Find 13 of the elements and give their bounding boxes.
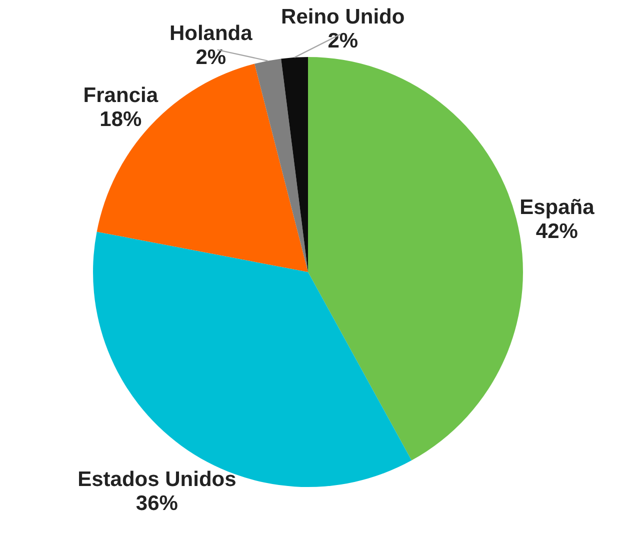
- slice-label: Francia: [83, 84, 158, 108]
- slice-label: España: [520, 196, 595, 220]
- data-label: 36%: [136, 492, 178, 515]
- pie-slice: [254, 58, 308, 272]
- slice-label: Reino Unido: [281, 5, 405, 28]
- pie-slice: [308, 57, 523, 460]
- slice-label: Holanda: [169, 22, 253, 46]
- data-label: 18%: [100, 108, 142, 132]
- slice-label: Estados Unidos: [78, 468, 236, 491]
- data-label: 42%: [536, 220, 578, 244]
- data-label: 2%: [328, 29, 358, 52]
- data-label: 2%: [196, 46, 226, 70]
- pie-slice: [281, 57, 308, 272]
